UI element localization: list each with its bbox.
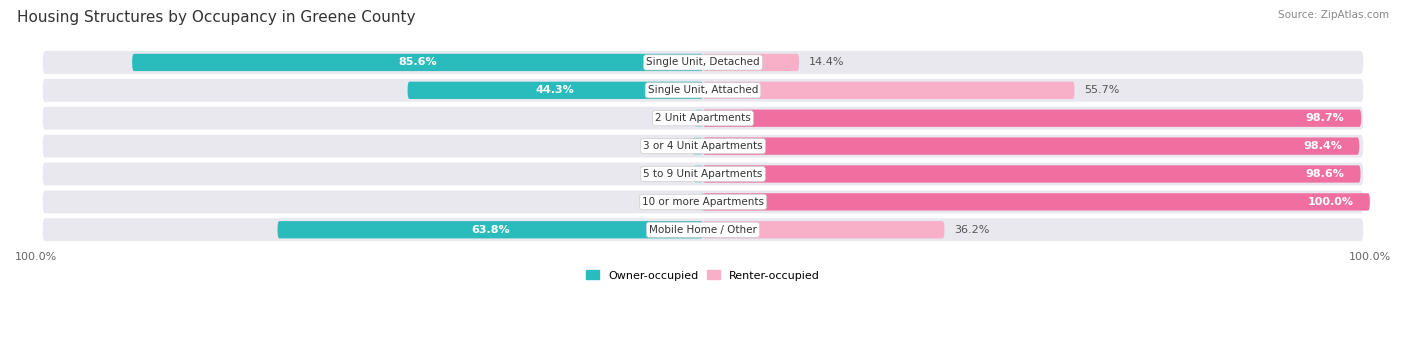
Text: 44.3%: 44.3% [536, 85, 575, 95]
Text: 1.6%: 1.6% [654, 141, 682, 151]
Text: 100.0%: 100.0% [1308, 197, 1353, 207]
FancyBboxPatch shape [408, 82, 703, 99]
Text: 1.3%: 1.3% [657, 113, 685, 123]
FancyBboxPatch shape [703, 109, 1361, 127]
FancyBboxPatch shape [277, 221, 703, 238]
FancyBboxPatch shape [42, 163, 1364, 186]
FancyBboxPatch shape [693, 165, 703, 183]
Text: 85.6%: 85.6% [398, 57, 437, 68]
FancyBboxPatch shape [695, 109, 703, 127]
Text: 98.4%: 98.4% [1303, 141, 1343, 151]
Text: 36.2%: 36.2% [955, 225, 990, 235]
FancyBboxPatch shape [42, 190, 1364, 213]
Text: 1.4%: 1.4% [655, 169, 683, 179]
FancyBboxPatch shape [703, 165, 1361, 183]
Legend: Owner-occupied, Renter-occupied: Owner-occupied, Renter-occupied [581, 266, 825, 285]
Text: 98.6%: 98.6% [1305, 169, 1344, 179]
Text: Single Unit, Detached: Single Unit, Detached [647, 57, 759, 68]
FancyBboxPatch shape [703, 82, 1074, 99]
Text: 98.7%: 98.7% [1306, 113, 1344, 123]
FancyBboxPatch shape [42, 79, 1364, 102]
Text: 0.0%: 0.0% [665, 197, 693, 207]
Text: Mobile Home / Other: Mobile Home / Other [650, 225, 756, 235]
FancyBboxPatch shape [703, 137, 1360, 155]
Text: 3 or 4 Unit Apartments: 3 or 4 Unit Apartments [643, 141, 763, 151]
FancyBboxPatch shape [42, 218, 1364, 241]
Text: 63.8%: 63.8% [471, 225, 509, 235]
Text: 55.7%: 55.7% [1084, 85, 1119, 95]
FancyBboxPatch shape [703, 193, 1369, 210]
Text: 14.4%: 14.4% [808, 57, 845, 68]
FancyBboxPatch shape [42, 51, 1364, 74]
FancyBboxPatch shape [692, 137, 703, 155]
Text: Source: ZipAtlas.com: Source: ZipAtlas.com [1278, 10, 1389, 20]
Text: Single Unit, Attached: Single Unit, Attached [648, 85, 758, 95]
Text: Housing Structures by Occupancy in Greene County: Housing Structures by Occupancy in Green… [17, 10, 415, 25]
Text: 2 Unit Apartments: 2 Unit Apartments [655, 113, 751, 123]
FancyBboxPatch shape [703, 221, 945, 238]
Text: 5 to 9 Unit Apartments: 5 to 9 Unit Apartments [644, 169, 762, 179]
FancyBboxPatch shape [42, 107, 1364, 130]
FancyBboxPatch shape [42, 135, 1364, 158]
FancyBboxPatch shape [702, 193, 704, 210]
FancyBboxPatch shape [132, 54, 703, 71]
Text: 10 or more Apartments: 10 or more Apartments [643, 197, 763, 207]
FancyBboxPatch shape [703, 54, 799, 71]
